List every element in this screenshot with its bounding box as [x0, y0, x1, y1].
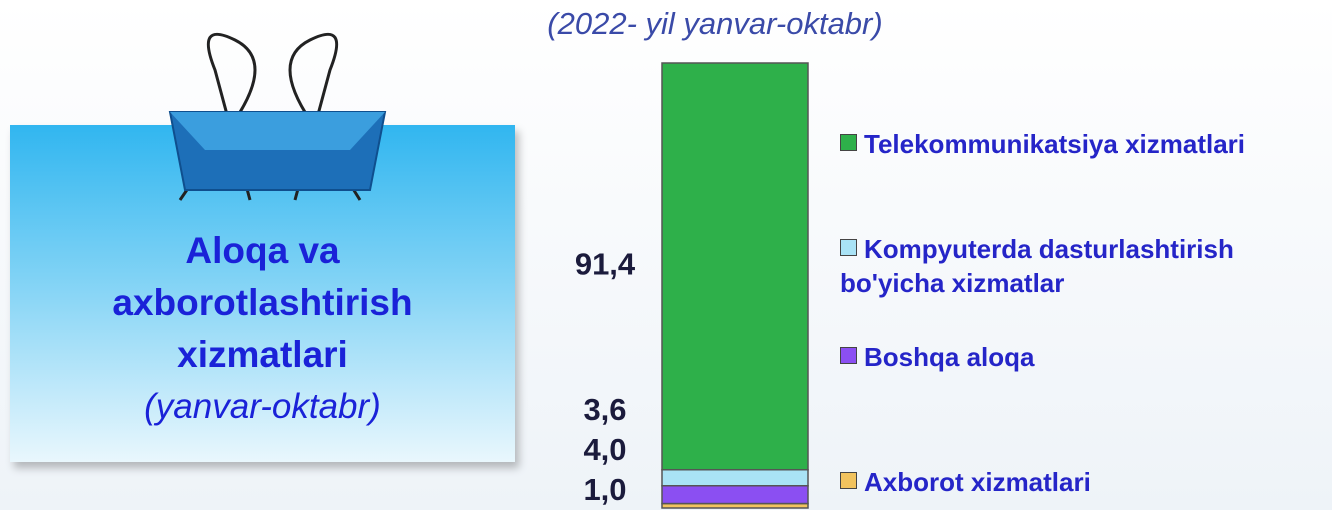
value-label: 4,0	[583, 432, 626, 467]
legend-label: Axborot xizmatlari	[864, 467, 1091, 497]
legend-label: Kompyuterda dasturlashtirish bo'yicha xi…	[840, 234, 1234, 298]
legend-entry: Telekommunikatsiya xizmatlari	[840, 127, 1280, 161]
value-label: 1,0	[583, 472, 626, 507]
value-label: 91,4	[575, 247, 636, 282]
legend-entry: Kompyuterda dasturlashtirish bo'yicha xi…	[840, 232, 1280, 300]
bar-segment	[662, 470, 808, 486]
legend-entry: Boshqa aloqa	[840, 340, 1320, 374]
legend-swatch	[840, 472, 857, 489]
legend-entry: Axborot xizmatlari	[840, 465, 1320, 499]
legend-swatch	[840, 239, 857, 256]
bar-segment	[662, 63, 808, 470]
legend-swatch	[840, 134, 857, 151]
value-label: 3,6	[583, 392, 626, 427]
legend-label: Boshqa aloqa	[864, 342, 1034, 372]
legend-label: Telekommunikatsiya xizmatlari	[864, 129, 1245, 159]
bar-segment	[662, 486, 808, 504]
legend-swatch	[840, 347, 857, 364]
page: Aloqa va axborotlashtirish xizmatlari (y…	[0, 0, 1332, 510]
